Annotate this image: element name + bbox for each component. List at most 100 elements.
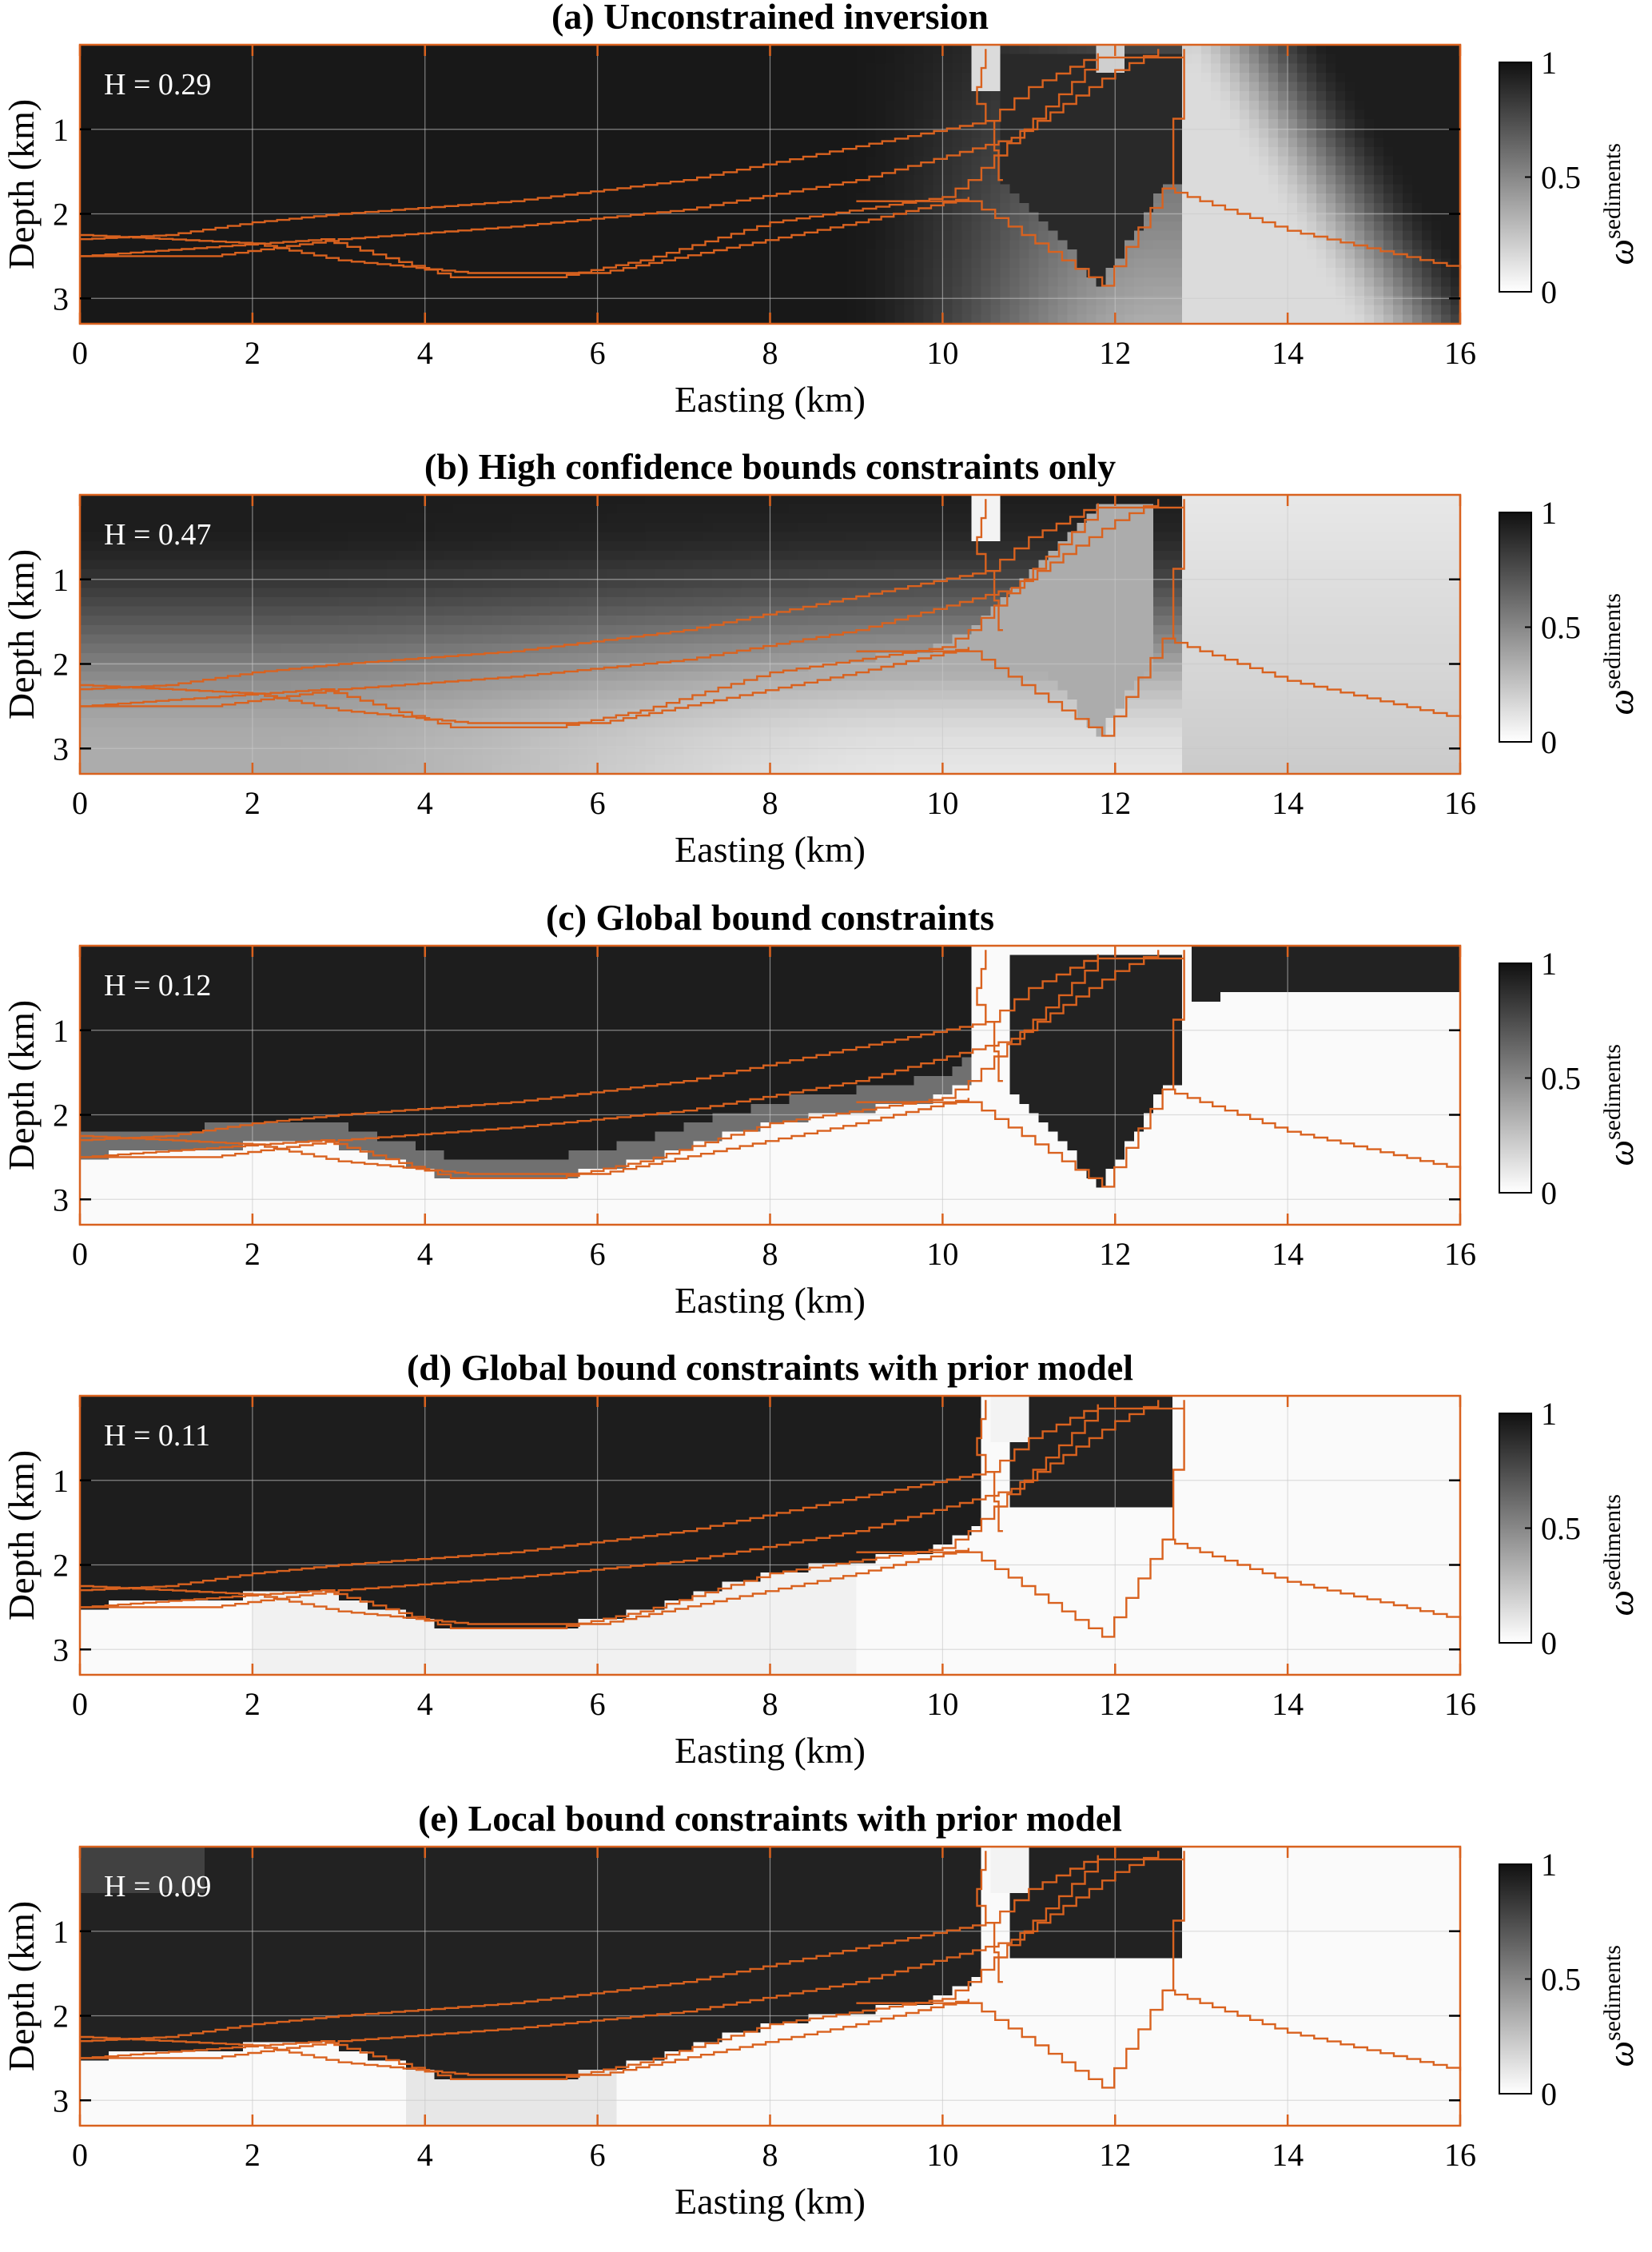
heatmap-cell bbox=[444, 296, 455, 305]
heatmap-cell bbox=[348, 504, 359, 514]
heatmap-cell bbox=[176, 221, 186, 231]
heatmap-cell bbox=[846, 305, 857, 315]
heatmap-cell bbox=[185, 119, 196, 129]
heatmap-cell bbox=[627, 203, 637, 213]
heatmap-cell bbox=[1019, 91, 1029, 101]
heatmap-cell bbox=[942, 277, 953, 287]
heatmap-cell bbox=[272, 305, 282, 315]
heatmap-cell bbox=[1048, 157, 1058, 166]
heatmap-cell bbox=[1297, 185, 1308, 194]
heatmap-cell bbox=[483, 513, 493, 523]
heatmap-cell bbox=[1240, 203, 1250, 213]
heatmap-cell bbox=[1192, 513, 1202, 523]
heatmap-cell bbox=[377, 495, 388, 504]
heatmap-cell bbox=[1451, 523, 1461, 532]
heatmap-cell bbox=[1422, 268, 1432, 277]
heatmap-cell bbox=[1422, 221, 1432, 231]
heatmap-cell bbox=[281, 119, 292, 129]
heatmap-cell bbox=[1038, 231, 1049, 241]
heatmap-cell bbox=[1316, 203, 1327, 213]
heatmap-cell bbox=[291, 157, 301, 166]
heatmap-cell bbox=[1451, 259, 1461, 269]
heatmap-cell bbox=[1048, 193, 1058, 203]
heatmap-cell bbox=[416, 175, 426, 185]
heatmap-cell bbox=[1403, 129, 1413, 138]
heatmap-cell bbox=[406, 203, 416, 213]
heatmap-cell bbox=[1057, 286, 1068, 296]
heatmap-cell bbox=[291, 110, 301, 119]
heatmap-cell bbox=[521, 240, 531, 249]
heatmap-cell bbox=[195, 495, 205, 504]
heatmap-cell bbox=[846, 91, 857, 101]
heatmap-cell bbox=[1009, 110, 1020, 119]
heatmap-cell bbox=[751, 185, 762, 194]
heatmap-cell bbox=[387, 175, 397, 185]
heatmap-cell bbox=[1086, 221, 1097, 231]
heatmap-cell bbox=[243, 101, 253, 110]
heatmap-cell bbox=[1451, 268, 1461, 277]
heatmap-cell bbox=[1412, 221, 1423, 231]
heatmap-cell bbox=[751, 82, 762, 92]
heatmap-cell bbox=[272, 138, 282, 147]
heatmap-cell bbox=[1086, 119, 1097, 129]
heatmap-cell bbox=[742, 147, 752, 157]
heatmap-cell bbox=[665, 513, 675, 523]
heatmap-cell bbox=[425, 45, 436, 54]
heatmap-cell bbox=[281, 296, 292, 305]
heatmap-cell bbox=[1077, 129, 1087, 138]
heatmap-cell bbox=[588, 147, 599, 157]
heatmap-cell bbox=[1192, 185, 1202, 194]
heatmap-cell bbox=[281, 504, 292, 514]
heatmap-cell bbox=[761, 185, 771, 194]
heatmap-cell bbox=[1240, 91, 1250, 101]
heatmap-cell bbox=[291, 259, 301, 269]
heatmap-cell bbox=[827, 129, 838, 138]
heatmap-cell bbox=[1441, 45, 1451, 54]
heatmap-cell bbox=[1422, 286, 1432, 296]
heatmap-cell bbox=[90, 147, 100, 157]
heatmap-cell bbox=[329, 296, 340, 305]
heatmap-cell bbox=[540, 203, 551, 213]
heatmap-cell bbox=[904, 147, 914, 157]
heatmap-cell bbox=[1249, 165, 1260, 175]
heatmap-cell bbox=[1364, 268, 1375, 277]
heatmap-cell bbox=[952, 240, 962, 249]
heatmap-cell bbox=[981, 185, 991, 194]
heatmap-cell bbox=[942, 110, 953, 119]
heatmap-cell bbox=[713, 193, 723, 203]
heatmap-cell bbox=[1096, 101, 1106, 110]
heatmap-cell bbox=[875, 165, 886, 175]
heatmap-cell bbox=[694, 73, 704, 82]
heatmap-cell bbox=[1403, 513, 1413, 523]
heatmap-cell bbox=[770, 110, 781, 119]
heatmap-cell bbox=[1240, 138, 1250, 147]
heatmap-cell bbox=[1403, 231, 1413, 241]
heatmap-cell bbox=[281, 165, 292, 175]
heatmap-cell bbox=[1412, 45, 1423, 54]
heatmap-cell bbox=[291, 91, 301, 101]
heatmap-cell bbox=[703, 305, 714, 315]
heatmap-cell bbox=[1144, 268, 1154, 277]
heatmap-cell bbox=[301, 532, 311, 542]
heatmap-cell bbox=[1374, 129, 1384, 138]
heatmap-cell bbox=[329, 523, 340, 532]
heatmap-cell bbox=[233, 73, 244, 82]
heatmap-cell bbox=[185, 138, 196, 147]
heatmap-cell bbox=[837, 268, 847, 277]
heatmap-cell bbox=[914, 91, 924, 101]
heatmap-cell bbox=[502, 286, 512, 296]
heatmap-cell bbox=[358, 286, 368, 296]
heatmap-cell bbox=[723, 82, 733, 92]
heatmap-cell bbox=[1364, 147, 1375, 157]
heatmap-cell bbox=[742, 203, 752, 213]
heatmap-cell bbox=[713, 157, 723, 166]
heatmap-cell bbox=[1278, 63, 1288, 73]
heatmap-cell bbox=[675, 147, 685, 157]
heatmap-cell bbox=[694, 63, 704, 73]
heatmap-cell bbox=[454, 175, 464, 185]
heatmap-cell bbox=[761, 305, 771, 315]
heatmap-cell bbox=[1355, 277, 1365, 287]
heatmap-cell bbox=[675, 54, 685, 64]
heatmap-cell bbox=[512, 305, 522, 315]
heatmap-cell bbox=[837, 221, 847, 231]
